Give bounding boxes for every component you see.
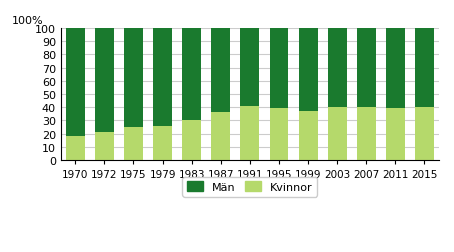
Bar bbox=[270, 29, 288, 109]
Bar bbox=[241, 106, 259, 160]
Text: 100%: 100% bbox=[11, 16, 43, 26]
Bar bbox=[270, 109, 288, 160]
Bar bbox=[386, 29, 405, 109]
Bar bbox=[66, 137, 85, 160]
Bar bbox=[211, 29, 230, 113]
Bar bbox=[124, 128, 143, 160]
Bar bbox=[415, 108, 434, 160]
Bar bbox=[299, 112, 317, 160]
Bar bbox=[182, 121, 201, 160]
Legend: Män, Kvinnor: Män, Kvinnor bbox=[183, 177, 317, 197]
Bar bbox=[153, 126, 172, 160]
Bar bbox=[386, 109, 405, 160]
Bar bbox=[299, 29, 317, 112]
Bar bbox=[357, 108, 376, 160]
Bar bbox=[415, 29, 434, 108]
Bar bbox=[357, 29, 376, 108]
Bar bbox=[328, 29, 346, 108]
Bar bbox=[95, 133, 114, 160]
Bar bbox=[124, 29, 143, 128]
Bar bbox=[153, 29, 172, 126]
Bar bbox=[211, 113, 230, 160]
Bar bbox=[241, 29, 259, 106]
Bar bbox=[182, 29, 201, 121]
Bar bbox=[95, 29, 114, 133]
Bar bbox=[328, 108, 346, 160]
Bar bbox=[66, 29, 85, 137]
